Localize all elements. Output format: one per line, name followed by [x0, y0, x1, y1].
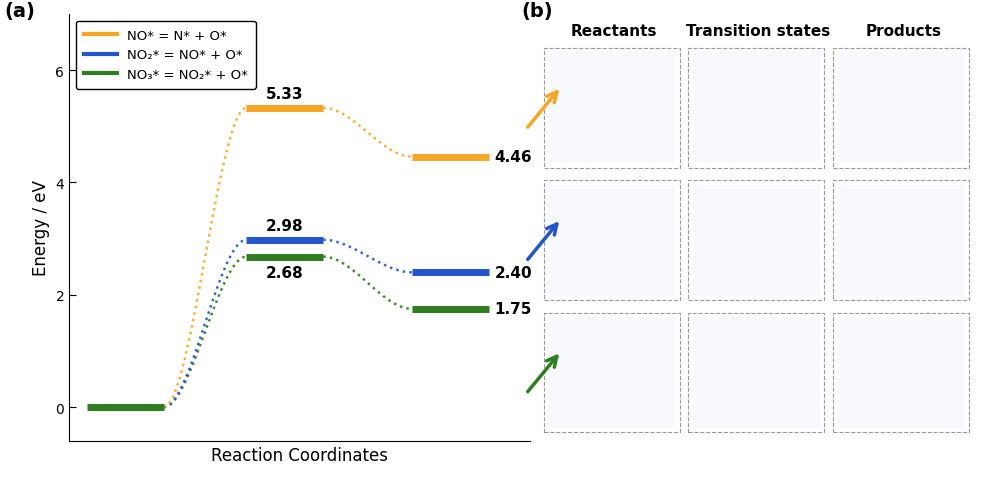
Text: 5.33: 5.33	[266, 87, 303, 102]
Bar	[838, 53, 965, 164]
Bar	[548, 318, 675, 428]
Text: 4.46: 4.46	[495, 150, 533, 165]
Text: 2.68: 2.68	[266, 266, 303, 281]
Bar	[693, 318, 820, 428]
Text: (a): (a)	[5, 2, 36, 21]
Text: Reactants: Reactants	[570, 24, 657, 39]
Bar	[543, 49, 680, 168]
Bar	[838, 318, 965, 428]
Text: 2.98: 2.98	[266, 218, 303, 233]
Legend: NO* = N* + O*, NO₂* = NO* + O*, NO₃* = NO₂* + O*: NO* = N* + O*, NO₂* = NO* + O*, NO₃* = N…	[76, 22, 256, 90]
Y-axis label: Energy / eV: Energy / eV	[32, 180, 49, 276]
Bar	[548, 53, 675, 164]
Bar	[833, 313, 969, 432]
Text: Products: Products	[865, 24, 942, 39]
Text: 2.40: 2.40	[495, 266, 533, 280]
Bar	[833, 49, 969, 168]
X-axis label: Reaction Coordinates: Reaction Coordinates	[211, 446, 388, 464]
Bar	[833, 181, 969, 300]
Bar	[689, 49, 824, 168]
Bar	[693, 53, 820, 164]
Bar	[543, 181, 680, 300]
Bar	[838, 185, 965, 296]
Bar	[693, 185, 820, 296]
Bar	[548, 185, 675, 296]
Text: (b): (b)	[522, 2, 553, 21]
Bar	[543, 313, 680, 432]
Text: Transition states: Transition states	[687, 24, 831, 39]
Bar	[689, 313, 824, 432]
Bar	[689, 181, 824, 300]
Text: 1.75: 1.75	[495, 302, 532, 317]
